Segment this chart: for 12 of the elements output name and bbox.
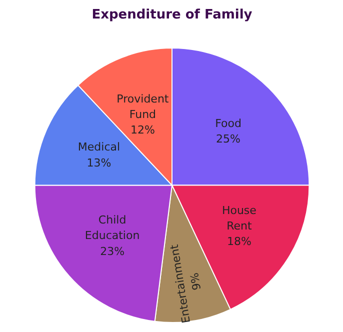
slice-label: Medical	[78, 140, 120, 154]
slice-label: Provident Fund	[116, 92, 170, 121]
data-label: 23%	[100, 244, 125, 258]
slice-label: House Rent	[222, 204, 257, 233]
data-label: 25%	[216, 132, 240, 146]
data-label: 9%	[188, 272, 204, 292]
slice-label: Food	[215, 117, 242, 130]
chart-title: Expenditure of Family	[92, 8, 253, 22]
data-label: 18%	[226, 235, 252, 248]
data-label: 12%	[130, 123, 155, 136]
slice-label: Child Education	[84, 214, 140, 242]
data-label: 13%	[86, 156, 112, 170]
